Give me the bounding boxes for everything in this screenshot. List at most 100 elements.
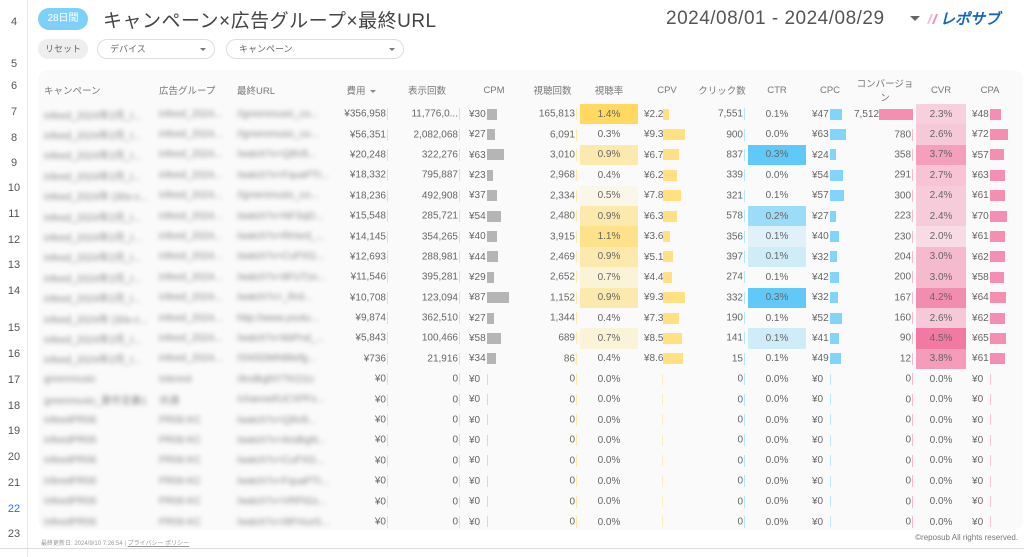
column-header[interactable]: 表示回数: [391, 76, 463, 104]
cell-cpv: [638, 389, 696, 409]
bar-baseline: [912, 128, 914, 141]
sheet-row-number[interactable]: 8: [10, 132, 18, 144]
column-header[interactable]: CPA: [966, 76, 1014, 104]
bar-baseline: [387, 250, 388, 263]
cpm-databar: [487, 516, 488, 528]
cpa-value: ¥61: [972, 231, 989, 243]
sheet-row-number[interactable]: 4: [10, 16, 18, 28]
cell-cpm: ¥54: [463, 206, 525, 226]
sheet-row-number[interactable]: 19: [7, 425, 21, 437]
sheet-row-number[interactable]: 7: [10, 106, 18, 118]
cost-value: ¥0: [374, 516, 386, 528]
sheet-row-number[interactable]: 16: [7, 348, 21, 360]
sheet-row-number[interactable]: 11: [8, 208, 20, 220]
bar-baseline: [744, 250, 745, 263]
table-row[interactable]: infeedPR06 PR06-KC/watch?v=Q8V8... ¥0 0 ¥0 0 0…: [38, 410, 1014, 430]
sheet-row-number[interactable]: 17: [7, 374, 21, 386]
cell-url: /watch?v=_Rrd...: [231, 288, 331, 308]
privacy-policy-link[interactable]: プライバシー ポリシー: [127, 541, 190, 547]
column-header[interactable]: 視聴回数: [525, 76, 580, 104]
table-row[interactable]: infeedPR06 PR06-KC/watch?v=VRPiGs... ¥0 0 ¥0…: [38, 491, 1014, 511]
date-range-dropdown-icon[interactable]: [910, 16, 920, 21]
cell-clicks: 0: [696, 389, 748, 409]
table-row[interactable]: infeed_2024年2月_I... infeed_2024... /watch?…: [38, 226, 1014, 247]
cell-vrate: 0.0%: [597, 394, 621, 406]
cost-value: ¥0: [374, 394, 386, 406]
sheet-row-number[interactable]: 14: [7, 285, 21, 297]
column-header[interactable]: CTR: [748, 76, 806, 104]
cell-cpm: ¥0: [463, 512, 525, 532]
table-row[interactable]: infeed_2024年2月_I... infeed_2024... //green…: [38, 104, 1014, 125]
cell-cpv: ¥5.1: [638, 247, 696, 267]
cell-imp: 0: [391, 369, 463, 389]
bar-baseline: [744, 108, 745, 121]
table-row[interactable]: infeed_2024年2月_I... infeed_2024... //green…: [38, 124, 1014, 145]
cell-cpa: ¥58: [966, 267, 1014, 287]
table-row[interactable]: infeed_2024年2月_I... infeed_2024... /watch?…: [38, 165, 1014, 186]
sheet-row-number[interactable]: 23: [7, 528, 21, 540]
table-row[interactable]: infeed_2024年2月_I... infeed_2024... /watch?…: [38, 328, 1014, 349]
cell-ctr: 0.1%: [748, 246, 806, 268]
column-header[interactable]: コンバージョン: [854, 76, 916, 104]
cpm-databar: [487, 251, 498, 263]
campaign-text: infeed_2024年2月_I...: [44, 171, 142, 183]
table-row[interactable]: infeed_2024年 (30s-c... infeed_2024... //gr…: [38, 185, 1014, 206]
cell-conv: 90: [854, 328, 916, 348]
cell-clicks: 7,551: [696, 104, 748, 124]
sheet-row-number[interactable]: 20: [7, 451, 21, 463]
sheet-row-number[interactable]: 12: [7, 234, 21, 246]
column-header[interactable]: 費用: [331, 76, 391, 104]
column-header[interactable]: クリック数: [696, 76, 748, 104]
cell-url: /watch?v=VRPiGs...: [231, 491, 331, 511]
bar-baseline: [576, 250, 577, 263]
sheet-row-number[interactable]: 10: [7, 182, 21, 194]
column-header[interactable]: CPC: [806, 76, 854, 104]
table-row[interactable]: infeed_2024年2月_I... infeed_2024... /watch?…: [38, 267, 1014, 288]
table-row[interactable]: infeed_2024年2月_I... infeed_2024... /watch?…: [38, 205, 1014, 227]
column-header[interactable]: キャンペーン: [38, 76, 153, 104]
bar-baseline: [744, 495, 745, 508]
sheet-row-number[interactable]: 18: [7, 400, 21, 412]
column-header[interactable]: 広告グループ: [153, 76, 231, 104]
table-row[interactable]: infeed_2024年2月_I... infeed_2024... /SNSDMN…: [38, 348, 1014, 370]
cell-cpv: ¥3.6: [638, 226, 696, 246]
column-header[interactable]: 最終URL: [231, 76, 331, 104]
sheet-row-number[interactable]: 6: [10, 80, 18, 92]
column-header[interactable]: 視聴率: [580, 76, 638, 104]
sheet-row-number[interactable]: 9: [10, 157, 18, 169]
table-row[interactable]: infeed_2024年2月_I... infeed_2024... /watch?…: [38, 287, 1014, 308]
column-header[interactable]: CVR: [916, 76, 966, 104]
cell-conv: 780: [854, 124, 916, 144]
cell-adgroup: PR06-KC: [153, 410, 231, 430]
column-header[interactable]: CPM: [463, 76, 525, 104]
cell-imp: 795,887: [391, 165, 463, 185]
device-filter-dropdown[interactable]: デバイス: [97, 39, 215, 59]
cell-cpa: ¥62: [966, 308, 1014, 328]
table-row[interactable]: greenmusic interest/AndkgNYTKO1o ¥0 0 ¥0 0 0.0…: [38, 369, 1014, 389]
cell-views: 165,813: [525, 104, 580, 124]
campaign-text: infeed_2024年2月_I...: [44, 151, 142, 163]
sheet-row-number[interactable]: 21: [7, 477, 21, 489]
bar-baseline: [576, 189, 577, 202]
column-header[interactable]: CPV: [638, 76, 696, 104]
sheet-row-number[interactable]: 13: [7, 259, 21, 271]
campaign-filter-dropdown[interactable]: キャンペーン: [226, 39, 404, 59]
sort-descending-icon[interactable]: [369, 89, 376, 93]
sheet-row-number[interactable]: 5: [10, 58, 18, 70]
table-row[interactable]: infeedPR06 PR06-KC/watch?v=AndkgN... ¥0 0 ¥0…: [38, 430, 1014, 450]
reset-button[interactable]: リセット: [38, 39, 88, 59]
table-row[interactable]: infeed_2024年 (30s-c... infeed_2024... http…: [38, 307, 1014, 329]
sheet-row-number[interactable]: 15: [7, 322, 21, 334]
table-row[interactable]: infeedPR06 PR06-KC/watch?v=FquaPTt... ¥0 0 ¥…: [38, 471, 1014, 491]
table-row[interactable]: infeed_2024年2月_I... infeed_2024... /watch?…: [38, 246, 1014, 268]
table-row[interactable]: infeed_2024年2月_I... infeed_2024... /watch?…: [38, 144, 1014, 166]
cpv-databar: [663, 251, 674, 263]
table-row[interactable]: greenmusic_要件定義1 共通/channel/UCXPFx... ¥0 0 ¥…: [38, 389, 1014, 409]
row-number-gutter: 4 5 6 7 8 9 10 11 12 13 14 15 16 17 18 19 20 21 22 23: [0, 0, 28, 557]
table-row[interactable]: infeedPR06 PR06-KC/watch?v=I9FHuxS... ¥0 0 ¥…: [38, 512, 1014, 532]
cell-adgroup: PR06-KC: [153, 430, 231, 450]
date-range-picker[interactable]: 2024/08/01 - 2024/08/29: [666, 8, 885, 29]
sheet-row-number[interactable]: 22: [0, 497, 28, 519]
table-row[interactable]: infeedPR06 PR06-KC/watch?v=CuPXG... ¥0 0 ¥0 0…: [38, 451, 1014, 471]
cell-ctr: 0.0%: [765, 373, 789, 385]
